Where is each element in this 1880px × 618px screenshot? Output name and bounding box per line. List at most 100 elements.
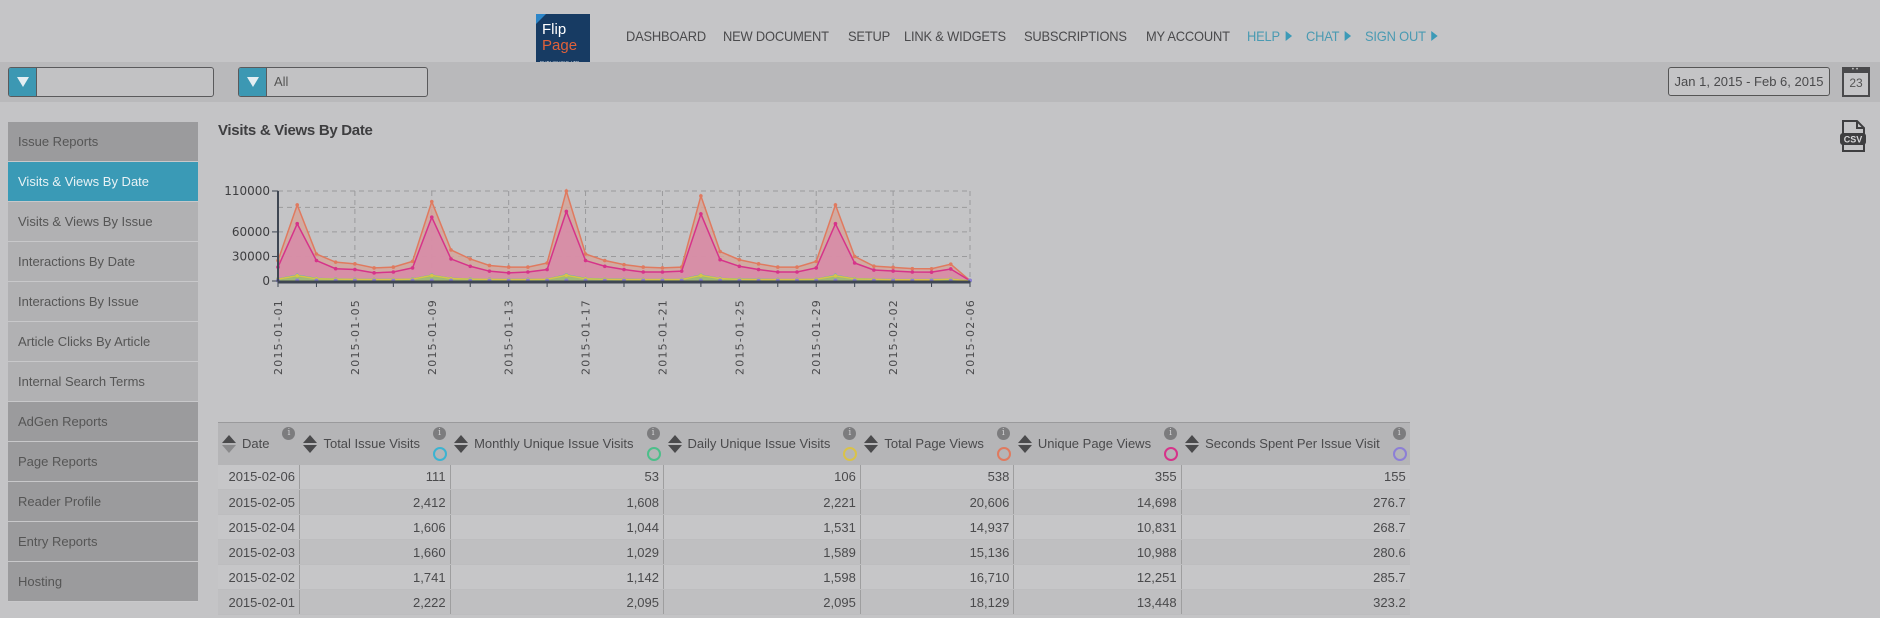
- value-cell: 10,831: [1013, 514, 1182, 540]
- column-label: Monthly Unique Issue Visits: [474, 436, 634, 452]
- info-icon[interactable]: i: [996, 427, 1010, 440]
- column-header-date[interactable]: Date i: [218, 422, 300, 465]
- series-toggle-icon[interactable]: [646, 446, 661, 461]
- nav-label: SUBSCRIPTIONS: [1024, 28, 1128, 44]
- sidebar-item-article-clicks-by-article[interactable]: Article Clicks By Article: [8, 322, 198, 362]
- value-cell: 15,136: [859, 539, 1014, 565]
- nav-setup[interactable]: SETUP: [848, 28, 890, 44]
- svg-text:2015-01-01: 2015-01-01: [272, 299, 285, 375]
- sort-icon[interactable]: [864, 434, 879, 453]
- nav-my-account[interactable]: MY ACCOUNT: [1146, 28, 1230, 44]
- sort-icon[interactable]: [667, 434, 682, 453]
- value-cell: 10,988: [1013, 539, 1182, 565]
- column-label: Unique Page Views: [1037, 436, 1152, 452]
- value-cell: 111: [298, 464, 451, 490]
- chevron-down-icon: [246, 77, 259, 87]
- value-cell: 1,598: [663, 564, 861, 590]
- sort-icon[interactable]: [454, 434, 469, 453]
- value-cell: 276.7: [1180, 489, 1410, 515]
- nav-label: NEW DOCUMENT: [722, 28, 829, 44]
- column-header-total-page-views[interactable]: Total Page Views i: [860, 422, 1014, 465]
- series-toggle-icon[interactable]: [996, 446, 1011, 461]
- sidebar-item-reader-profile[interactable]: Reader Profile: [8, 482, 198, 522]
- publication-dropdown-value: [37, 68, 44, 96]
- sidebar-item-hosting[interactable]: Hosting: [8, 562, 198, 602]
- table-row: 2015-02-02 1,741 1,142 1,598 16,710 12,251 285…: [218, 564, 1410, 590]
- table-row: 2015-02-01 2,222 2,095 2,095 18,129 13,448 323…: [218, 589, 1410, 615]
- csv-export-button[interactable]: CSV: [1840, 120, 1866, 152]
- sort-icon[interactable]: [1185, 434, 1200, 453]
- svg-text:110000: 110000: [224, 184, 270, 198]
- series-toggle-icon[interactable]: [1164, 446, 1179, 461]
- issue-dropdown-toggle[interactable]: [239, 68, 267, 96]
- series-toggle-icon[interactable]: [843, 446, 858, 461]
- sidebar-item-page-reports[interactable]: Page Reports: [8, 442, 198, 482]
- nav-label: DASHBOARD: [626, 28, 706, 44]
- svg-text:2015-01-13: 2015-01-13: [503, 299, 516, 375]
- sidebar-item-visits-views-by-date[interactable]: Visits & Views By Date: [8, 162, 198, 202]
- caret-right-icon: [1285, 31, 1293, 41]
- value-cell: 285.7: [1180, 564, 1410, 590]
- column-label: Total Issue Visits: [323, 436, 421, 452]
- sidebar-item-adgen-reports[interactable]: AdGen Reports: [8, 402, 198, 442]
- visits-views-table: Date i Total Issue Visits i Monthly Unique I…: [218, 422, 1410, 615]
- nav-link-widgets[interactable]: LINK & WIDGETS: [904, 28, 1006, 44]
- date-cell: 2015-02-04: [218, 514, 300, 540]
- header-cell: Unique Page Views: [1017, 434, 1177, 453]
- nav-chat[interactable]: CHAT: [1306, 28, 1352, 44]
- table-row: 2015-02-06 111 53 106 538 355 155: [218, 464, 1410, 490]
- sidebar-item-interactions-by-issue[interactable]: Interactions By Issue: [8, 282, 198, 322]
- nav-label: HELP: [1247, 28, 1281, 44]
- nav-help[interactable]: HELP: [1247, 28, 1293, 44]
- svg-text:30000: 30000: [232, 249, 270, 263]
- column-header-daily-unique-issue-visits[interactable]: Daily Unique Issue Visits i: [663, 422, 861, 465]
- publication-dropdown-toggle[interactable]: [9, 68, 37, 96]
- column-header-monthly-unique-issue-visits[interactable]: Monthly Unique Issue Visits i: [450, 422, 664, 465]
- column-label: Seconds Spent Per Issue Visit: [1205, 436, 1380, 452]
- header-cell: Total Page Views: [864, 434, 1010, 453]
- value-cell: 2,412: [298, 489, 451, 515]
- table-row: 2015-02-04 1,606 1,044 1,531 14,937 10,831 268…: [218, 514, 1410, 540]
- header-cell: Seconds Spent Per Issue Visit: [1185, 434, 1406, 453]
- nav-label: LINK & WIDGETS: [903, 28, 1006, 44]
- value-cell: 14,937: [859, 514, 1014, 540]
- value-cell: 20,606: [859, 489, 1014, 515]
- publication-dropdown[interactable]: [8, 67, 214, 97]
- issue-dropdown[interactable]: All: [238, 67, 428, 97]
- nav-label: SIGN OUT: [1365, 28, 1427, 44]
- sort-icon[interactable]: [303, 434, 318, 453]
- sidebar-item-interactions-by-date[interactable]: Interactions By Date: [8, 242, 198, 282]
- sidebar-item-internal-search-terms[interactable]: Internal Search Terms: [8, 362, 198, 402]
- nav-new-document[interactable]: NEW DOCUMENT: [723, 28, 829, 44]
- info-icon[interactable]: i: [282, 427, 296, 440]
- nav-dashboard[interactable]: DASHBOARD: [626, 28, 706, 44]
- info-icon[interactable]: i: [646, 427, 660, 440]
- info-icon[interactable]: i: [843, 427, 857, 440]
- column-header-unique-page-views[interactable]: Unique Page Views i: [1013, 422, 1182, 465]
- sidebar-item-visits-views-by-issue[interactable]: Visits & Views By Issue: [8, 202, 198, 242]
- value-cell: 280.6: [1180, 539, 1410, 565]
- value-cell: 12,251: [1013, 564, 1182, 590]
- sidebar-item-issue-reports[interactable]: Issue Reports: [8, 122, 198, 162]
- value-cell: 2,221: [663, 489, 861, 515]
- series-toggle-icon[interactable]: [433, 446, 448, 461]
- nav-sign-out[interactable]: SIGN OUT: [1365, 28, 1439, 44]
- sort-icon[interactable]: [1017, 434, 1032, 453]
- column-header-seconds-spent-per-issue-visit[interactable]: Seconds Spent Per Issue Visit i: [1181, 422, 1410, 465]
- info-icon[interactable]: i: [1164, 427, 1178, 440]
- page-title: Visits & Views By Date: [218, 122, 373, 139]
- value-cell: 1,044: [449, 514, 664, 540]
- info-icon[interactable]: i: [1392, 427, 1406, 440]
- sidebar-item-entry-reports[interactable]: Entry Reports: [8, 522, 198, 562]
- sort-icon[interactable]: [222, 434, 236, 453]
- main-nav: DASHBOARD NEW DOCUMENT SETUP LINK & WIDGETS…: [626, 28, 1454, 44]
- column-header-total-issue-visits[interactable]: Total Issue Visits i: [299, 422, 451, 465]
- calendar-icon[interactable]: •• 23: [1842, 67, 1870, 97]
- series-toggle-icon[interactable]: [1392, 446, 1407, 461]
- date-range-field[interactable]: Jan 1, 2015 - Feb 6, 2015: [1668, 67, 1830, 96]
- value-cell: 323.2: [1180, 589, 1410, 615]
- info-icon[interactable]: i: [433, 427, 447, 440]
- svg-text:2015-01-25: 2015-01-25: [733, 299, 746, 375]
- header-cell: Daily Unique Issue Visits: [667, 434, 857, 453]
- nav-subscriptions[interactable]: SUBSCRIPTIONS: [1024, 28, 1127, 44]
